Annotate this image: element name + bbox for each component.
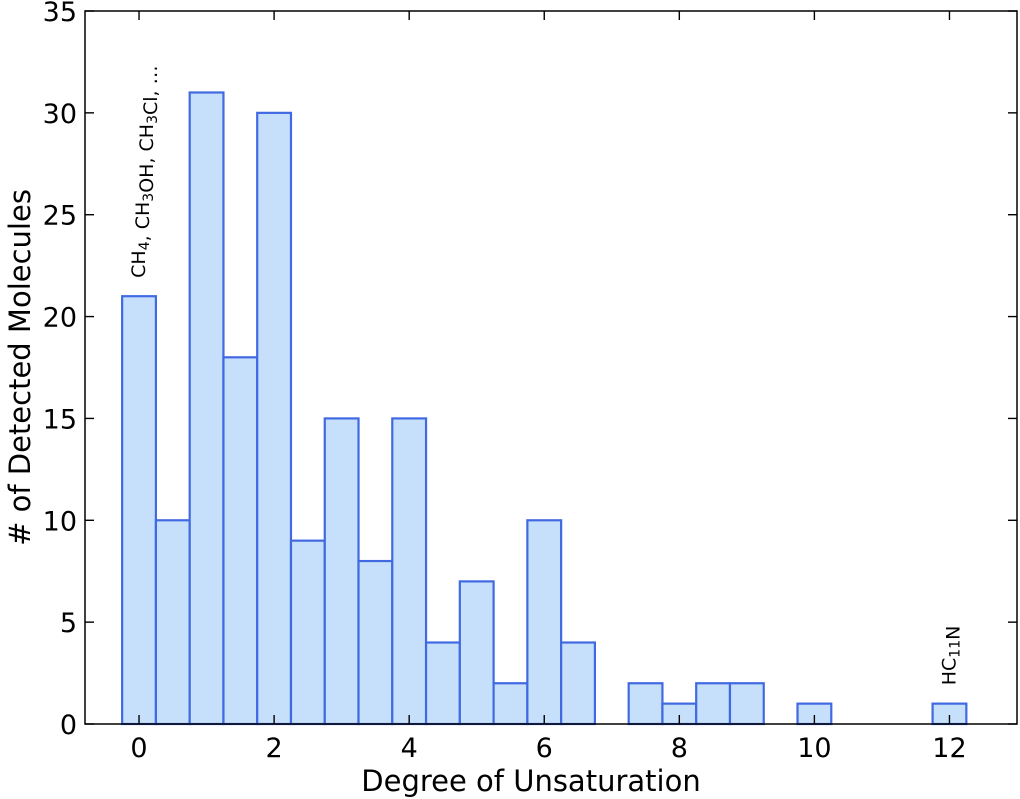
x-tick-label: 2 [266, 733, 283, 764]
x-tick-label: 4 [401, 733, 418, 764]
histogram-bar [121, 295, 158, 726]
histogram-bar [222, 356, 259, 726]
y-tick-label: 35 [43, 0, 77, 28]
histogram-bar [526, 519, 563, 726]
x-axis-label: Degree of Unsaturation [361, 764, 700, 798]
annotations-group: CH4, CH3OH, CH3Cl, … HC11N [128, 65, 964, 685]
annotation-label: CH4, CH3OH, CH3Cl, … [128, 65, 162, 277]
y-tick-label: 25 [43, 201, 77, 232]
histogram-bar [289, 539, 326, 726]
x-tick-label: 6 [536, 733, 553, 764]
histogram-bar [560, 641, 596, 726]
histogram-bar [256, 111, 293, 726]
y-axis-label: # of Detected Molecules [3, 189, 37, 546]
bars-group [121, 91, 968, 726]
histogram-bar [357, 559, 394, 726]
histogram-bar [391, 417, 428, 726]
ticks-group: 0 2 4 6 8 10 12 0 5 10 15 20 25 30 35 [43, 0, 1017, 764]
x-tick-label: 8 [671, 733, 688, 764]
y-tick-label: 10 [43, 506, 77, 537]
histogram-bar [424, 641, 461, 726]
histogram-bar [627, 682, 664, 726]
histogram-bar [492, 682, 529, 726]
histogram-bar [458, 580, 495, 726]
annotation-label: HC11N [938, 626, 964, 686]
y-tick-label: 20 [43, 303, 77, 334]
x-tick-label: 10 [797, 733, 831, 764]
y-tick-label: 0 [60, 710, 77, 741]
histogram-bar [728, 682, 765, 726]
histogram-bar [323, 417, 360, 726]
y-tick-label: 30 [43, 99, 77, 130]
plot-frame [84, 10, 1018, 725]
histogram-bar [188, 91, 225, 726]
y-tick-label: 15 [43, 404, 77, 435]
x-tick-label: 12 [932, 733, 966, 764]
histogram-bar [154, 519, 191, 726]
y-tick-label: 5 [60, 608, 77, 639]
histogram-bar [695, 682, 732, 726]
x-tick-label: 0 [130, 733, 147, 764]
